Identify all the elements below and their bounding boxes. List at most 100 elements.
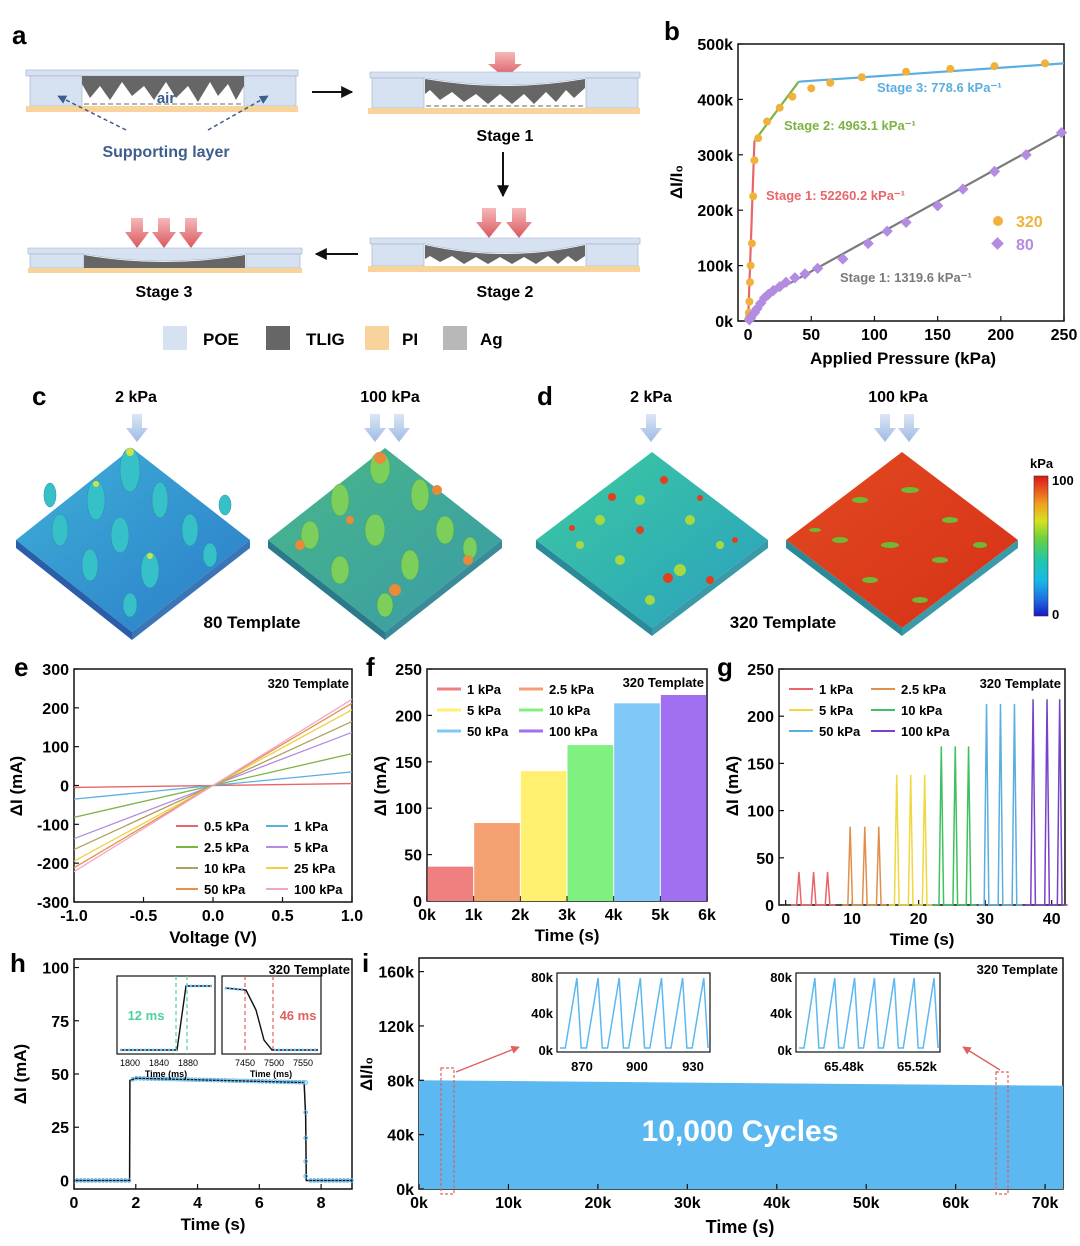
x-tick-label: 5k xyxy=(651,907,669,924)
response-line xyxy=(74,1077,352,1182)
y-tick-label: 40k xyxy=(387,1128,414,1145)
y-tick-label: 200 xyxy=(42,701,69,718)
point-320 xyxy=(1041,59,1050,68)
zoom-box-2 xyxy=(995,1071,1009,1195)
point-320 xyxy=(826,78,835,87)
device-stage3: Stage 3 xyxy=(27,218,303,301)
inset1-ytick-40k: 40k xyxy=(531,1006,553,1021)
x-tick-label: 40k xyxy=(763,1195,790,1212)
pulse-10-kPa xyxy=(933,746,977,906)
x-tick-label: 250 xyxy=(1051,327,1078,344)
pulse-2-5-kPa xyxy=(842,826,887,906)
panel-f-xlabel: Time (s) xyxy=(535,926,600,945)
x-tick-label: 1k xyxy=(465,907,483,924)
x-tick-label: 30k xyxy=(674,1195,701,1212)
panel-b-label: b xyxy=(664,16,680,46)
legend-label: 1 kPa xyxy=(819,682,854,697)
point-320 xyxy=(902,67,911,76)
y-tick-label: -300 xyxy=(37,895,69,912)
panel-i-ylabel: ΔI/I₀ xyxy=(357,1057,376,1091)
point-320 xyxy=(788,92,797,101)
press-arrow-icon xyxy=(364,414,386,442)
legend-pi: PI xyxy=(402,330,418,349)
panel-i-ticks: 0k 10k 20k 30k 40k 50k 60k 70k 0k 40k 80k 120k 160k xyxy=(378,965,1058,1212)
inset2-xlabel: Time (ms) xyxy=(250,1069,292,1079)
panel-d-label: d xyxy=(537,381,553,411)
stage1-label: Stage 1 xyxy=(477,128,534,145)
panel-f-ticks: 0k 1k 2k 3k 4k 5k 6k 0 50 100 150 200 250 xyxy=(395,662,716,924)
inset1-xtick-930: 930 xyxy=(682,1059,704,1074)
panel-f-ylabel: ΔI (mA) xyxy=(371,756,390,816)
panel-i-area xyxy=(419,1080,1063,1189)
panel-f-tag: 320 Template xyxy=(623,675,704,690)
x-tick-label: 200 xyxy=(987,327,1014,344)
data-point xyxy=(303,1173,308,1179)
inset1-xtick-1: 1840 xyxy=(149,1058,169,1068)
point-320 xyxy=(746,261,755,270)
inset2-ytick-80k: 80k xyxy=(770,970,792,985)
colorbar-unit: kPa xyxy=(1030,456,1054,471)
inset2-xtick-1: 7500 xyxy=(264,1058,284,1068)
point-80 xyxy=(862,237,874,250)
panel-f-legend: 1 kPa 2.5 kPa 5 kPa 10 kPa 50 kPa 100 kPa xyxy=(437,682,598,739)
inset2-xtick-2: 7550 xyxy=(293,1058,313,1068)
point-320 xyxy=(750,156,759,165)
colorbar: kPa 100 0 xyxy=(1030,456,1074,622)
legend-label: 100 kPa xyxy=(901,724,950,739)
y-tick-label: -100 xyxy=(37,817,69,834)
panel-e-tag: 320 Template xyxy=(268,676,349,691)
point-320 xyxy=(754,134,763,143)
x-tick-label: 8 xyxy=(317,1195,326,1212)
inset1-xtick-870: 870 xyxy=(571,1059,593,1074)
point-320 xyxy=(857,73,866,82)
legend-tlig: TLIG xyxy=(306,330,345,349)
x-tick-label: 60k xyxy=(942,1195,969,1212)
panel-h-line xyxy=(74,1075,354,1183)
x-tick-label: 0k xyxy=(418,907,436,924)
legend-label: 50 kPa xyxy=(467,724,509,739)
rise-time-label: 12 ms xyxy=(128,1008,165,1023)
panel-h-ticks: 0 2 4 6 8 0 25 50 75 100 xyxy=(42,961,325,1212)
x-tick-label: 4 xyxy=(193,1195,202,1212)
point-320 xyxy=(763,117,772,126)
legend-label: 1 kPa xyxy=(467,682,502,697)
panel-c-label: c xyxy=(32,381,46,411)
inset1-sawtooth xyxy=(560,977,709,1049)
x-tick-label: 0k xyxy=(410,1195,428,1212)
inset2-xtick-0: 65.48k xyxy=(824,1059,865,1074)
fit-line-s1 xyxy=(747,140,756,322)
legend-ag: Ag xyxy=(480,330,503,349)
press-arrow-icon xyxy=(388,414,410,442)
panel-h-ylabel: ΔI (mA) xyxy=(11,1044,30,1104)
x-tick-label: -0.5 xyxy=(130,908,158,925)
x-tick-label: 10k xyxy=(495,1195,522,1212)
panel-b: b 0 50 100 150 200 2500k100k200k300k400k500k … xyxy=(664,16,1077,368)
legend-label: 100 kPa xyxy=(294,882,343,897)
bar-2-5-kPa xyxy=(474,823,520,901)
colorbar-min: 0 xyxy=(1052,607,1059,622)
legend-label: 5 kPa xyxy=(467,703,502,718)
legend-label: 1 kPa xyxy=(294,819,329,834)
point-320 xyxy=(749,192,758,201)
y-tick-label: 200k xyxy=(697,203,733,220)
zoom-box-1 xyxy=(440,1067,455,1195)
legend-swatch-tlig xyxy=(266,326,290,350)
x-tick-label: 20k xyxy=(585,1195,612,1212)
y-tick-label: 100 xyxy=(42,961,69,978)
legend-label: 50 kPa xyxy=(819,724,861,739)
panel-a: a air Supporting layer Stage 1 xyxy=(12,20,641,350)
panel-e: e -1.0 -0.5 0.0 0.5 1.0 -300 -200 -100 0 100 200 30… xyxy=(7,652,363,947)
x-tick-label: 6k xyxy=(698,907,716,924)
colorbar-gradient xyxy=(1033,475,1049,617)
legend-marker-320 xyxy=(993,216,1003,226)
inset2-ytick-40k: 40k xyxy=(770,1006,792,1021)
inset2-xtick-0: 7450 xyxy=(235,1058,255,1068)
inset2-ytick-0k: 0k xyxy=(778,1043,793,1058)
legend-label: 5 kPa xyxy=(294,840,329,855)
panel-b-points xyxy=(743,59,1068,326)
cycle-area xyxy=(419,1080,1063,1189)
annotation-stage2: Stage 2: 4963.1 kPa⁻¹ xyxy=(784,118,916,133)
annotation-stage3: Stage 3: 778.6 kPa⁻¹ xyxy=(877,80,1002,95)
x-tick-label: 0 xyxy=(744,327,753,344)
panel-e-ticks: -1.0 -0.5 0.0 0.5 1.0 -300 -200 -100 0 100 200 300 xyxy=(37,662,363,925)
